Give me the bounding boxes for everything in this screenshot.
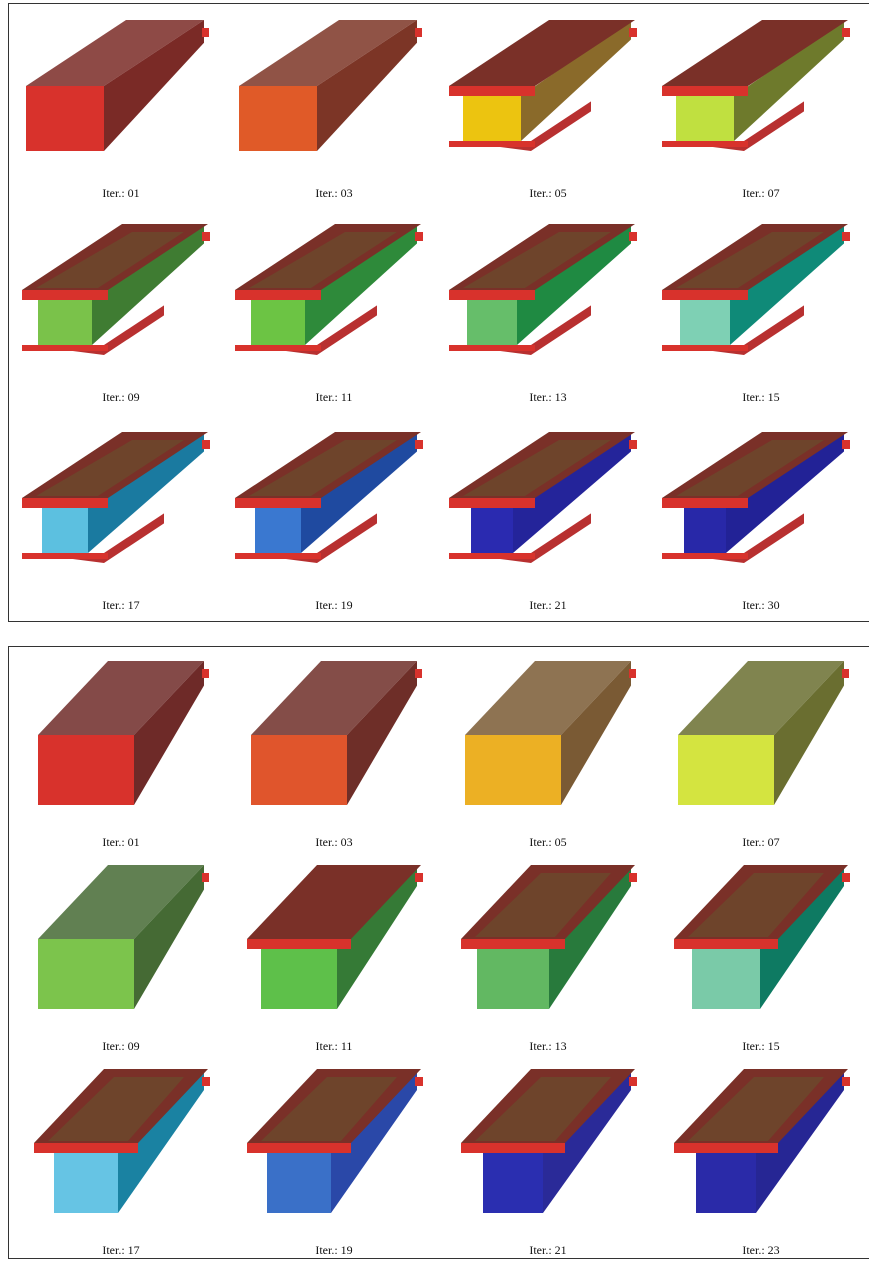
beam-render <box>449 224 637 355</box>
figure-frame: Iter.: 13 <box>441 861 655 1057</box>
figure-frame: Iter.: 17 <box>14 1065 228 1261</box>
iteration-label: Iter.: 03 <box>315 186 353 200</box>
iteration-label: Iter.: 19 <box>315 1243 353 1257</box>
figure-frame: Iter.: 30 <box>654 428 868 616</box>
beam-render <box>461 865 637 1009</box>
figure-frame: Iter.: 03 <box>227 16 441 204</box>
figure-frame: Iter.: 05 <box>441 657 655 853</box>
beam-render <box>38 661 209 805</box>
figure-frame: Iter.: 01 <box>14 657 228 853</box>
beam-render <box>22 224 210 355</box>
figure-frame: Iter.: 19 <box>227 1065 441 1261</box>
beam-render <box>247 1069 423 1213</box>
beam-render <box>26 20 209 151</box>
iteration-label: Iter.: 01 <box>102 186 140 200</box>
iteration-label: Iter.: 07 <box>742 186 780 200</box>
figure-frame: Iter.: 11 <box>227 220 441 408</box>
iteration-label: Iter.: 21 <box>529 598 567 612</box>
beam-render <box>34 1069 210 1213</box>
figure-frame: Iter.: 07 <box>654 657 868 853</box>
beam-render <box>465 661 636 805</box>
figure-panel-bottom: Iter.: 01 Iter.: 03 Iter.: 05 Iter.: 07 Iter… <box>8 646 869 1259</box>
iteration-label: Iter.: 13 <box>529 390 567 404</box>
figure-frame: Iter.: 07 <box>654 16 868 204</box>
figure-frame: Iter.: 21 <box>441 1065 655 1261</box>
figure-frame: Iter.: 11 <box>227 861 441 1057</box>
iteration-label: Iter.: 03 <box>315 835 353 849</box>
beam-render <box>38 865 209 1009</box>
beam-render <box>247 865 423 1009</box>
beam-render <box>662 20 850 151</box>
iteration-label: Iter.: 17 <box>102 598 140 612</box>
figure-frame: Iter.: 23 <box>654 1065 868 1261</box>
beam-render <box>239 20 422 151</box>
beam-render <box>251 661 422 805</box>
figure-frame: Iter.: 03 <box>227 657 441 853</box>
iteration-label: Iter.: 11 <box>315 1039 353 1053</box>
beam-render <box>678 661 849 805</box>
beam-render <box>674 865 850 1009</box>
figure-panel-top: Iter.: 01 Iter.: 03 Iter.: 05 Iter.: 07 Iter… <box>8 3 869 622</box>
figure-frame: Iter.: 15 <box>654 861 868 1057</box>
beam-render <box>662 224 850 355</box>
iteration-label: Iter.: 21 <box>529 1243 567 1257</box>
iteration-label: Iter.: 30 <box>742 598 780 612</box>
figure-frame: Iter.: 09 <box>14 861 228 1057</box>
figure-frame: Iter.: 17 <box>14 428 228 616</box>
figure-frame: Iter.: 13 <box>441 220 655 408</box>
beam-render <box>22 432 210 563</box>
iteration-label: Iter.: 23 <box>742 1243 780 1257</box>
iteration-label: Iter.: 13 <box>529 1039 567 1053</box>
beam-render <box>674 1069 850 1213</box>
iteration-label: Iter.: 11 <box>315 390 353 404</box>
beam-render <box>449 20 637 151</box>
beam-render <box>235 432 423 563</box>
figure-frame: Iter.: 01 <box>14 16 228 204</box>
iteration-label: Iter.: 01 <box>102 835 140 849</box>
figure-frame: Iter.: 15 <box>654 220 868 408</box>
figure-frame: Iter.: 19 <box>227 428 441 616</box>
figure-frame: Iter.: 05 <box>441 16 655 204</box>
iteration-label: Iter.: 15 <box>742 1039 780 1053</box>
iteration-label: Iter.: 09 <box>102 1039 140 1053</box>
iteration-label: Iter.: 09 <box>102 390 140 404</box>
beam-render <box>449 432 637 563</box>
figure-frame: Iter.: 09 <box>14 220 228 408</box>
iteration-label: Iter.: 05 <box>529 835 567 849</box>
iteration-label: Iter.: 05 <box>529 186 567 200</box>
beam-render <box>235 224 423 355</box>
beam-render <box>662 432 850 563</box>
iteration-label: Iter.: 17 <box>102 1243 140 1257</box>
iteration-label: Iter.: 15 <box>742 390 780 404</box>
beam-render <box>461 1069 637 1213</box>
figure-frame: Iter.: 21 <box>441 428 655 616</box>
iteration-label: Iter.: 19 <box>315 598 353 612</box>
iteration-label: Iter.: 07 <box>742 835 780 849</box>
